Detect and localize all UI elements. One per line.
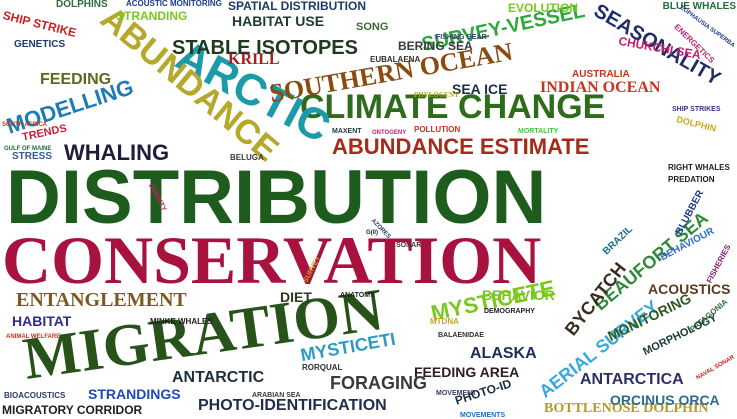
word-krill: KRILL	[228, 51, 280, 68]
word-bottlenose-dolphin: BOTTLENOSE DOLPHIN	[544, 401, 709, 416]
word-evolution: EVOLUTION	[508, 1, 579, 15]
word-abundance-estimate: ABUNDANCE ESTIMATE	[332, 134, 590, 159]
word-bering-sea: BERING SEA	[398, 39, 473, 53]
word-ontogeny: ONTOGENY	[372, 130, 407, 136]
word-habitat-use: HABITAT USE	[232, 13, 325, 29]
word-g-0: G(0)	[366, 230, 378, 236]
word-movement: MOVEMENT	[436, 390, 477, 397]
word-gulf-of-maine: GULF OF MAINE	[4, 146, 52, 152]
word-movements: MOVEMENTS	[460, 412, 506, 419]
word-indian-ocean: INDIAN OCEAN	[540, 79, 661, 96]
word-naval-sonar: NAVAL SONAR	[695, 354, 736, 382]
word-photo-identification: PHOTO-IDENTIFICATION	[198, 397, 387, 414]
word-minke-whales: MINKE WHALES	[150, 317, 213, 326]
word-balaenidae: BALAENIDAE	[438, 332, 484, 339]
word-antarctica: ANTARCTICA	[580, 371, 684, 388]
word-mortality: MORTALITY	[518, 128, 559, 135]
word-anatomy: ANATOMY	[340, 292, 375, 299]
word-eubalaena: EUBALAENA	[370, 55, 421, 64]
word-australia: AUSTRALIA	[572, 69, 630, 80]
word-habitat: HABITAT	[12, 313, 72, 329]
word-feeding-area: FEEDING AREA	[414, 364, 520, 380]
word-predation: PREDATION	[668, 175, 715, 184]
word-alaska: ALASKA	[470, 345, 537, 362]
word-behavior: BEHAVIOR	[482, 287, 555, 303]
word-animal-welfare: ANIMAL WELFARE	[6, 334, 61, 340]
word-conservation: CONSERVATION	[2, 222, 542, 298]
word-stranding: STRANDING	[116, 9, 188, 23]
word-dolphin: DOLPHIN	[675, 114, 718, 134]
word-distribution: DISTRIBUTION	[6, 155, 547, 240]
word-ship-strikes: SHIP STRIKES	[672, 106, 721, 113]
word-whaling: WHALING	[64, 140, 170, 165]
word-diet: DIET	[280, 289, 312, 305]
word-stable-isotopes: STABLE ISOTOPES	[172, 37, 358, 59]
word-right-whales: RIGHT WHALES	[668, 163, 730, 172]
word-arabian-sea: ARABIAN SEA	[252, 392, 301, 399]
word-antarctic: ANTARCTIC	[172, 369, 265, 386]
word-acoustics: ACOUSTICS	[648, 281, 731, 297]
word-genetics: GENETICS	[14, 39, 66, 50]
word-pollution: POLLUTION	[414, 125, 461, 134]
word-blue-whales: BLUE WHALES	[662, 1, 736, 12]
word-ship-strike: SHIP STRIKE	[1, 8, 78, 40]
word-stress: STRESS	[12, 151, 53, 162]
word-feeding: FEEDING	[40, 71, 112, 88]
word-foraging: FORAGING	[330, 373, 427, 393]
word-mtdna: MTDNA	[430, 317, 459, 326]
word-maxent: MAXENT	[332, 128, 362, 135]
word-spatial-distribution: SPATIAL DISTRIBUTION	[228, 0, 366, 13]
word-entanglement: ENTANGLEMENT	[16, 289, 187, 311]
word-demography: DEMOGRAPHY	[484, 308, 535, 315]
word-song: SONG	[356, 21, 389, 33]
word-climate-change: CLIMATE CHANGE	[300, 88, 606, 126]
word-migratory-corridor: MIGRATORY CORRIDOR	[2, 403, 143, 417]
word-beluga: BELUGA	[230, 153, 264, 162]
word-orcinus-orca: ORCINUS ORCA	[610, 392, 720, 408]
word-acoustic-monitoring: ACOUSTIC MONITORING	[126, 0, 222, 8]
word-rorqual: RORQUAL	[302, 363, 343, 372]
word-dolphins: DOLPHINS	[56, 0, 108, 10]
word-south-africa: SOUTH AFRICA	[2, 122, 48, 128]
word-sea-ice: SEA ICE	[452, 81, 508, 97]
word-sonar: SONAR	[396, 242, 422, 249]
word-fishing-gear: FISHING GEAR	[436, 34, 487, 41]
word-bioacoustics: BIOACOUSTICS	[4, 391, 66, 400]
word-phylogeny: PHYLOGENY	[414, 91, 460, 99]
word-fisheries: FISHERIES	[704, 243, 733, 285]
word-brazil: BRAZIL	[600, 223, 635, 258]
word-strandings: STRANDINGS	[88, 386, 181, 402]
word-patagonia: PATAGONIA	[688, 297, 730, 334]
